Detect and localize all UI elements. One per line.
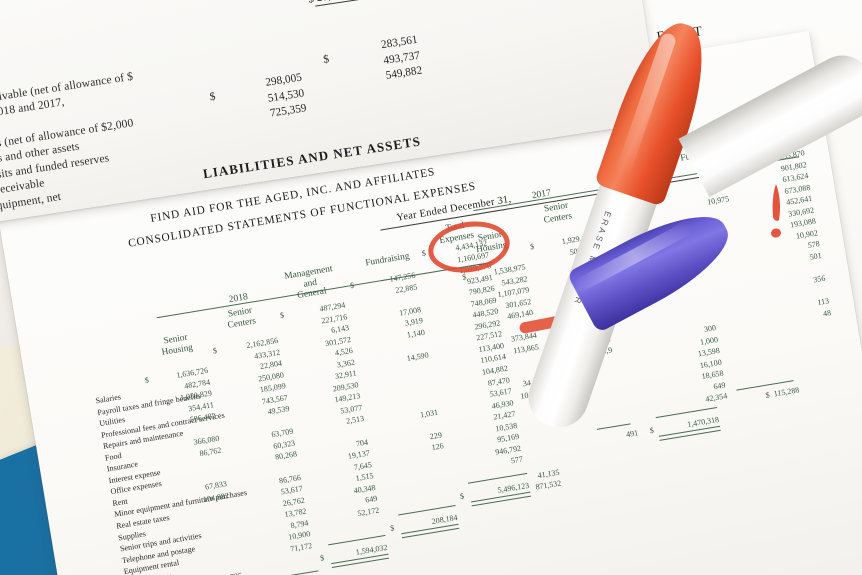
colhead-management-general-2018: Management and General [283,264,334,302]
red-exclamation-annotation [762,182,802,246]
exclamation-icon [771,184,781,238]
dollar-sign: $ [389,523,396,533]
colhead-fundraising-2018: Fundraising [364,251,411,269]
dollar-sign: $ [459,491,465,502]
colhead-senior-centers-2018: Senior Centers [226,305,257,331]
colhead-senior-housing-2018: Senior Housing [160,332,194,358]
